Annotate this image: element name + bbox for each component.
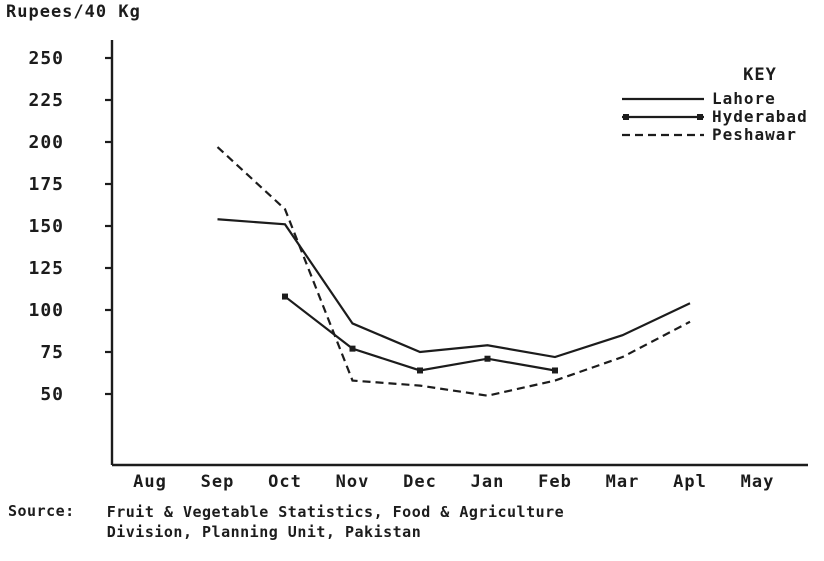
- series-marker-hyderabad: [552, 367, 558, 374]
- legend-marker: [623, 114, 629, 120]
- y-tick-label: 200: [28, 132, 64, 153]
- y-tick-label: 50: [40, 384, 64, 405]
- x-tick-label: Feb: [538, 472, 572, 492]
- legend-label-peshawar: Peshawar: [712, 125, 797, 144]
- y-axis-title: Rupees/40 Kg: [6, 2, 141, 22]
- y-tick-label: 125: [28, 258, 64, 279]
- y-tick-label: 100: [28, 300, 64, 321]
- x-tick-label: Dec: [403, 472, 437, 492]
- legend-title: KEY: [743, 65, 777, 85]
- x-tick-label: Apl: [673, 472, 707, 492]
- y-tick-label: 250: [28, 48, 64, 69]
- x-tick-label: Sep: [201, 472, 235, 492]
- series-marker-hyderabad: [282, 293, 288, 300]
- source-text: Fruit & Vegetable Statistics, Food & Agr…: [107, 502, 564, 542]
- series-line-lahore: [217, 218, 691, 359]
- y-tick-label: 75: [40, 342, 64, 363]
- series-line-hyderabad: [284, 295, 556, 372]
- source-label: Source:: [8, 502, 75, 520]
- x-tick-label: Oct: [268, 472, 302, 492]
- source-note: Source: Fruit & Vegetable Statistics, Fo…: [8, 502, 564, 542]
- legend-marker: [697, 114, 703, 120]
- source-line-2: Division, Planning Unit, Pakistan: [106, 523, 422, 541]
- legend-label-hyderabad: Hyderabad: [712, 107, 808, 126]
- series-marker-hyderabad: [349, 345, 356, 352]
- x-tick-label: Jan: [471, 472, 505, 492]
- x-tick-label: May: [741, 472, 775, 492]
- y-tick-label: 175: [28, 174, 64, 195]
- series-marker-hyderabad: [484, 355, 491, 362]
- x-tick-label: Mar: [606, 472, 640, 492]
- y-tick-label: 150: [28, 216, 64, 237]
- source-line-1: Fruit & Vegetable Statistics, Food & Agr…: [106, 503, 565, 521]
- y-tick-label: 225: [28, 90, 64, 111]
- series-marker-hyderabad: [417, 367, 423, 374]
- legend-label-lahore: Lahore: [712, 89, 776, 108]
- x-tick-label: Aug: [133, 472, 167, 492]
- x-tick-label: Nov: [336, 472, 370, 492]
- series-line-peshawar: [216, 146, 691, 397]
